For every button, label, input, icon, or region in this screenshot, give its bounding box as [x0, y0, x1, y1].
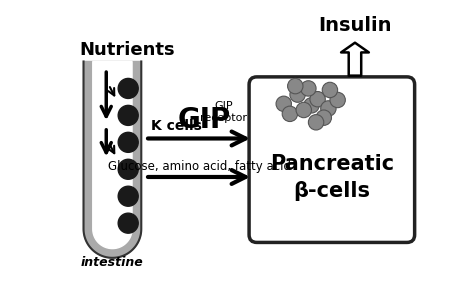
- Circle shape: [282, 106, 298, 122]
- Circle shape: [330, 92, 346, 108]
- Circle shape: [118, 159, 138, 179]
- Text: Pancreatic
β-cells: Pancreatic β-cells: [270, 154, 394, 201]
- Circle shape: [296, 102, 311, 118]
- Circle shape: [301, 81, 316, 96]
- Text: Glucose, amino acid, fatty acid: Glucose, amino acid, fatty acid: [108, 160, 291, 173]
- Circle shape: [310, 91, 325, 107]
- Circle shape: [276, 96, 292, 111]
- Circle shape: [322, 82, 337, 98]
- Text: Nutrients: Nutrients: [80, 41, 175, 59]
- Circle shape: [304, 98, 319, 113]
- Circle shape: [321, 101, 336, 116]
- Circle shape: [288, 78, 303, 94]
- Polygon shape: [83, 61, 141, 258]
- Circle shape: [118, 186, 138, 206]
- FancyBboxPatch shape: [249, 77, 415, 243]
- Polygon shape: [93, 61, 132, 249]
- Circle shape: [118, 132, 138, 152]
- Text: Insulin: Insulin: [318, 16, 392, 35]
- Circle shape: [118, 213, 138, 233]
- Text: GIP
receptor: GIP receptor: [200, 102, 247, 123]
- Circle shape: [290, 87, 305, 102]
- Circle shape: [316, 110, 331, 125]
- Circle shape: [118, 105, 138, 125]
- Text: intestine: intestine: [81, 256, 144, 269]
- Text: K cells: K cells: [151, 119, 202, 133]
- Circle shape: [309, 115, 324, 130]
- Circle shape: [118, 78, 138, 99]
- Text: GIP: GIP: [178, 106, 231, 134]
